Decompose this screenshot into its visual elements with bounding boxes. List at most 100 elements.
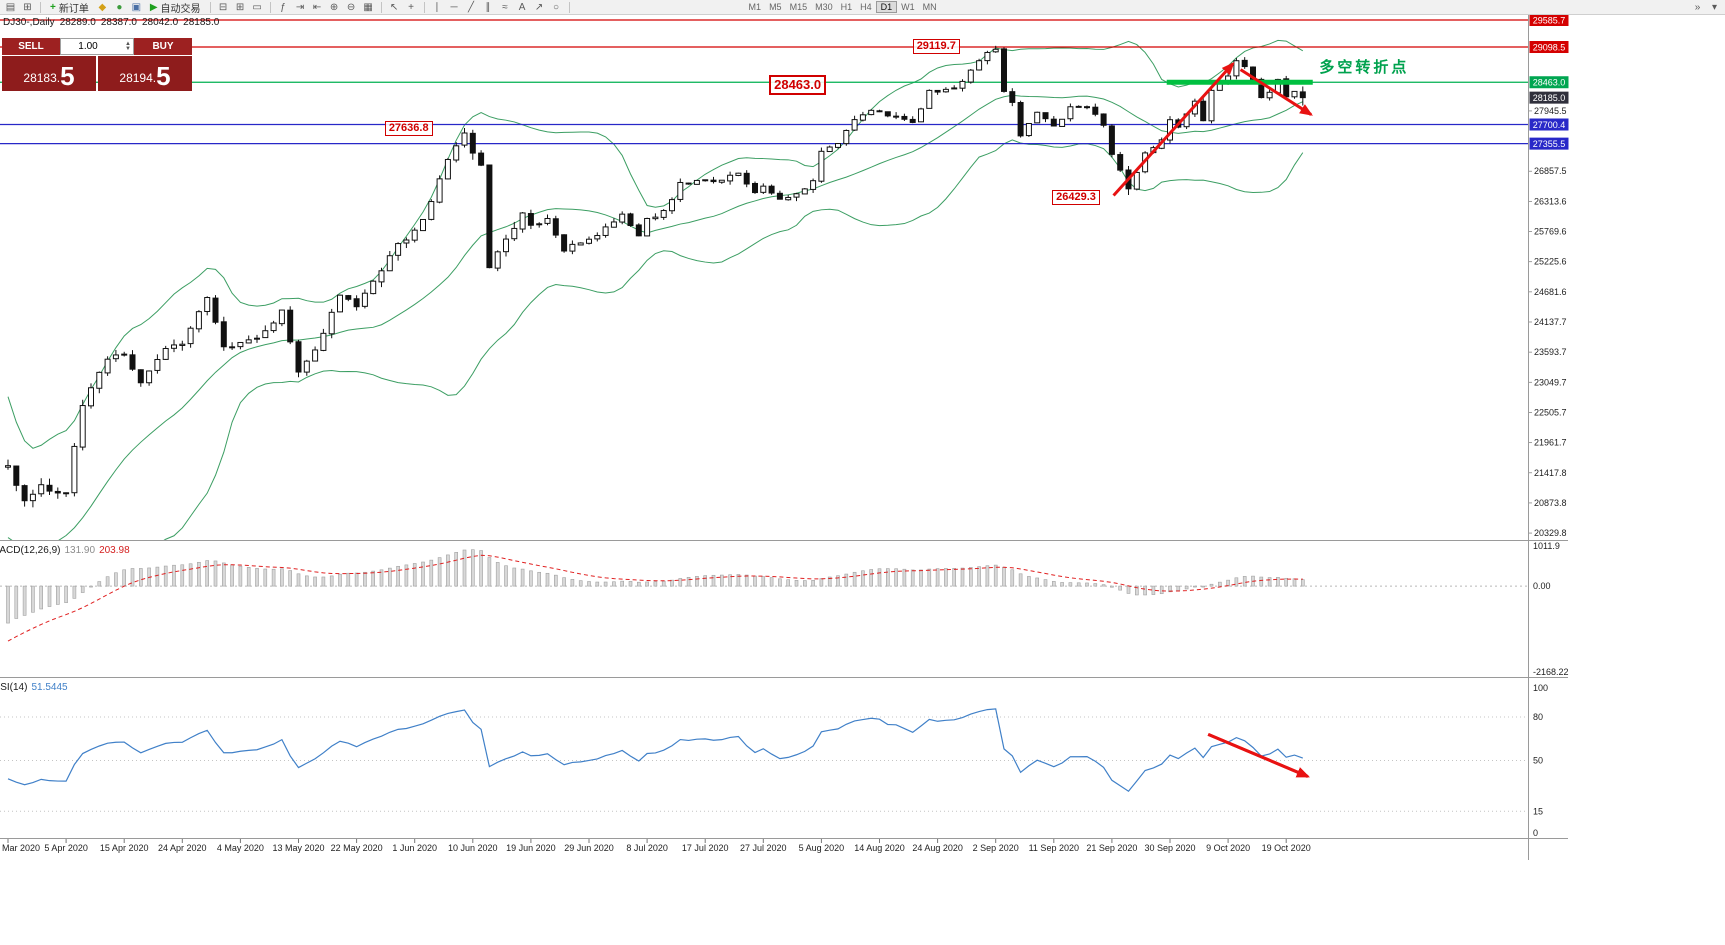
crosshair-icon[interactable]: + [408,1,414,13]
auto-scroll-icon[interactable]: ⇤ [312,1,322,13]
buy-button[interactable]: BUY [134,38,192,55]
downtrend-arrow[interactable] [1239,68,1313,116]
auto-trading-button[interactable]: ▶ 自动交易 [146,1,205,15]
chart-shift-icon[interactable]: ⇥ [295,1,305,13]
candle-body [1092,106,1099,115]
horizontal-line-icon[interactable]: ─ [450,1,458,13]
macd-histogram-bar [412,563,417,587]
macd-histogram-bar [744,574,749,587]
navigator-icon[interactable]: ⊞ [235,1,245,13]
text-label-icon[interactable]: A [518,1,526,13]
zoom-in-icon[interactable]: ⊕ [329,1,339,13]
volume-spinner: ▲ ▼ [125,40,131,52]
macd-histogram-bar [421,561,425,587]
resistance-line-scale-box [1529,41,1569,54]
september-high-label[interactable]: 29119.7 [912,38,960,54]
volume-down-icon[interactable]: ▼ [125,45,131,52]
new-chart-icon[interactable]: ⊞ [23,1,32,13]
date-label: 5 Apr 2020 [44,843,88,853]
ohlc-close: 28185.0 [183,17,220,28]
data-window-icon[interactable]: ⊟ [218,1,228,13]
candle-body [1059,118,1066,127]
chart-window-icon[interactable]: ▤ [5,1,16,13]
candle-body [187,327,194,345]
alerts-icon[interactable]: ● [116,1,123,13]
current-price-scale-label: 28185.0 [1533,93,1566,103]
mql5-community-icon[interactable]: ◆ [98,1,107,13]
turning-point-label[interactable]: 多空转折点 [1319,59,1410,77]
candle-body [378,270,385,283]
candle-body [602,226,609,236]
june-high-label[interactable]: 27636.8 [384,120,433,136]
macd-histogram-bar [1267,577,1272,587]
date-label: 30 Sep 2020 [1144,843,1195,853]
expand-toolbar-icon[interactable]: » [1694,1,1701,13]
timeframe-m1[interactable]: M1 [748,2,762,12]
macd-histogram-bar [769,577,774,587]
arrow-object-icon[interactable]: ↗ [534,1,544,13]
vertical-line-icon[interactable]: ∣ [434,1,440,13]
candle-body [312,349,319,362]
window-menu-icon[interactable]: ▾ [1711,1,1718,13]
rsi-layer [0,708,1528,812]
market-icon[interactable]: ▣ [131,1,142,13]
toolbar: ▤ ⊞ + 新订单 ◆ ● ▣ ▶ 自动交易 ⊟ ⊞ ▭ ƒ ⇥ ⇤ ⊕ ⊖ ▦ ↖ + ∣ ─ ╱ ∥ ≈ A ↗ ○ M1 M5 M15… [0,0,1725,15]
shapes-icon[interactable]: ○ [553,1,560,13]
swing-low-label[interactable]: 26429.3 [1052,190,1100,206]
macd-histogram-bar [553,574,558,587]
rsi-name: RSI(14) [0,682,28,693]
support-line-2-scale-box [1529,137,1569,150]
tile-windows-icon[interactable]: ▦ [363,1,373,13]
timeframe-m5[interactable]: M5 [769,2,782,12]
candle-body [511,227,518,240]
timeframe-m15[interactable]: M15 [789,2,808,12]
macd-histogram-bar [695,576,699,587]
candle-body [627,213,634,227]
main-chart-layer [0,19,1528,541]
support-line-1-scale-box [1529,118,1569,131]
volume-input[interactable] [61,41,115,52]
macd-histogram-bar [753,575,757,587]
volume-up-icon[interactable]: ▲ [125,40,131,47]
sell-button[interactable]: SELL [2,38,60,55]
candle-body [743,172,750,185]
channel-icon[interactable]: ∥ [485,1,491,13]
timeframe-h1[interactable]: H1 [840,2,853,12]
new-order-button[interactable]: + 新订单 [46,1,93,15]
timeframe-w1[interactable]: W1 [901,2,915,12]
timeframe-mn[interactable]: MN [922,2,937,12]
indicators-icon[interactable]: ƒ [280,1,286,13]
auto-trading-button-icon: ▶ [149,1,158,13]
timeframe-h4[interactable]: H4 [860,2,872,12]
candle-body [21,485,28,502]
toolbar-separator [568,1,570,13]
buy-price-box[interactable]: 28194. 5 [98,56,192,91]
timeframe-m30[interactable]: M30 [815,2,833,12]
candle-body [652,216,659,220]
rsi-down-arrow[interactable] [1207,733,1310,778]
macd-histogram-bar [280,568,284,587]
sell-price-box[interactable]: 28183. 5 [2,56,96,91]
rsi-scale-label: 80 [1533,712,1543,722]
macd-histogram-bar [404,564,409,587]
terminal-icon[interactable]: ▭ [252,1,262,13]
uptrend-arrow[interactable] [1112,61,1235,197]
trendline-icon[interactable]: ╱ [468,1,475,13]
zoom-out-icon[interactable]: ⊖ [346,1,356,13]
cursor-icon[interactable]: ↖ [389,1,399,13]
macd-histogram-bar [39,585,44,610]
macd-histogram-bar [296,573,301,587]
rsi-scale-label: 50 [1533,756,1543,766]
date-label: 29 Jun 2020 [564,843,614,853]
ohlc-low: 28042.0 [142,17,179,28]
macd-histogram-bar [1151,585,1156,595]
macd-histogram-bar [163,565,168,587]
new-order-button-icon: + [50,1,56,13]
timeframe-d1[interactable]: D1 [875,1,898,13]
turning-point-line-scale-box [1529,76,1569,89]
fibonacci-icon[interactable]: ≈ [502,1,508,13]
macd-histogram-bar [1159,585,1164,595]
key-level-label[interactable]: 28463.0 [769,75,827,96]
candle-body [693,179,700,185]
